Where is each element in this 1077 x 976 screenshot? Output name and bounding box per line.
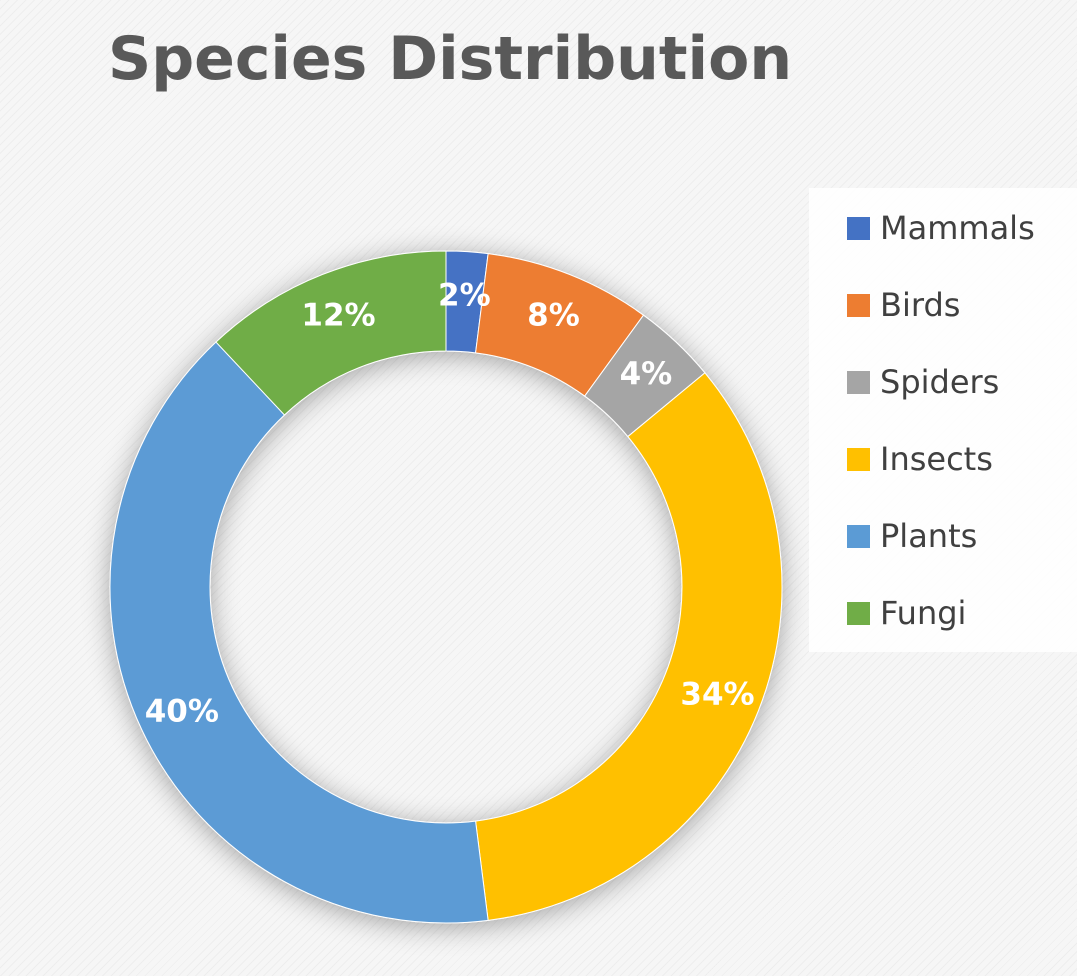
data-label-plants: 40% xyxy=(145,693,219,729)
donut-slice-plants xyxy=(109,341,489,924)
data-label-insects: 34% xyxy=(680,676,754,712)
data-label-birds: 8% xyxy=(527,298,580,334)
donut-slice-fungi xyxy=(215,250,447,416)
data-label-spiders: 4% xyxy=(620,356,673,392)
legend-label: Birds xyxy=(880,286,961,324)
legend-label: Plants xyxy=(880,517,978,555)
legend: Mammals Birds Spiders Insects Plants Fun… xyxy=(809,188,1077,652)
legend-label: Insects xyxy=(880,440,993,478)
legend-item-plants: Plants xyxy=(847,516,977,556)
legend-swatch xyxy=(847,293,870,317)
legend-item-mammals: Mammals xyxy=(847,208,1035,248)
legend-item-spiders: Spiders xyxy=(847,362,999,402)
legend-swatch xyxy=(847,524,870,548)
legend-item-fungi: Fungi xyxy=(847,593,966,633)
legend-item-birds: Birds xyxy=(847,285,960,325)
legend-swatch xyxy=(847,370,870,394)
legend-swatch xyxy=(847,216,870,240)
donut-slice-insects xyxy=(475,372,783,921)
legend-item-insects: Insects xyxy=(847,439,993,479)
legend-swatch xyxy=(847,447,870,471)
legend-label: Spiders xyxy=(880,363,1000,401)
legend-swatch xyxy=(847,601,870,625)
legend-label: Fungi xyxy=(880,594,967,632)
legend-label: Mammals xyxy=(880,209,1035,247)
chart-title: Species Distribution xyxy=(108,24,793,94)
data-label-mammals: 2% xyxy=(438,278,491,314)
data-label-fungi: 12% xyxy=(301,298,375,334)
